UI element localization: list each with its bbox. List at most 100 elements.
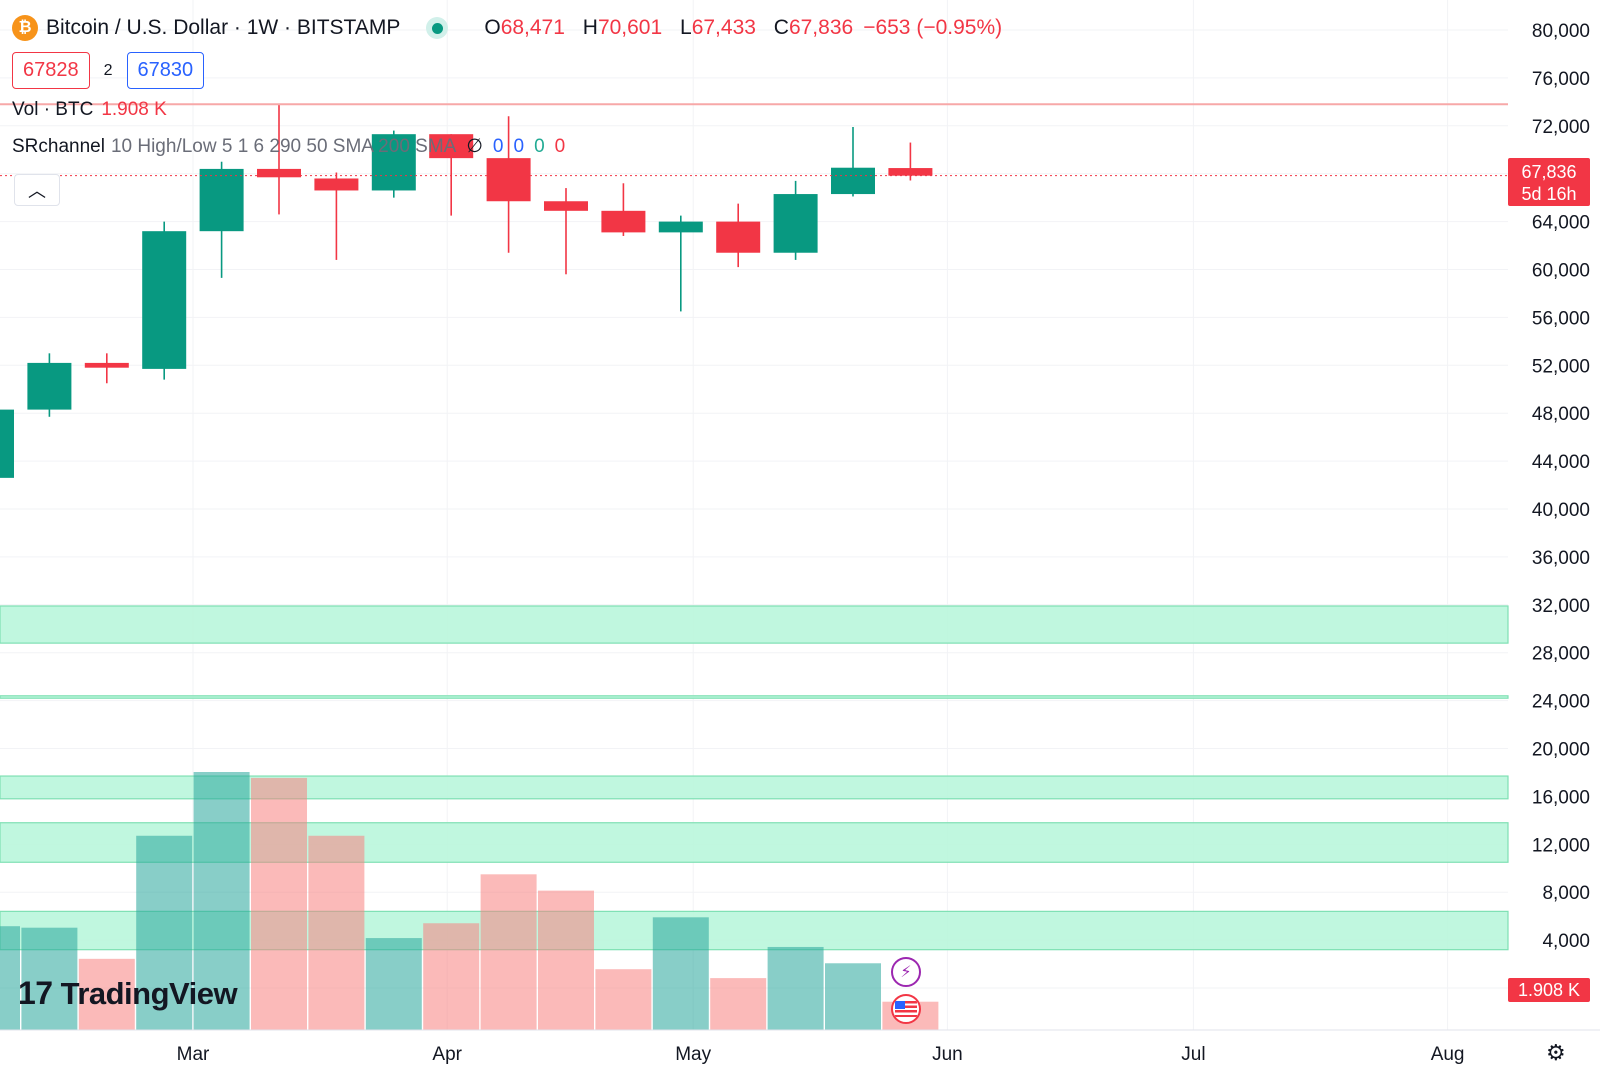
y-tick-label: 40,000 xyxy=(1532,500,1590,521)
x-tick-label: Mar xyxy=(177,1044,210,1065)
x-tick-label: Apr xyxy=(432,1044,462,1065)
sell-button[interactable]: 67828 xyxy=(12,52,90,89)
candle-body xyxy=(0,409,14,478)
volume-bar xyxy=(78,958,135,1030)
bid-ask-row: 67828 2 67830 xyxy=(12,52,1002,89)
bar-countdown: 5d 16h xyxy=(1521,184,1577,204)
y-tick-label: 52,000 xyxy=(1532,356,1590,377)
price-change: −653 (−0.95%) xyxy=(863,16,1003,39)
volume-bar xyxy=(767,946,824,1030)
last-price-label: 67,836 5d 16h xyxy=(1508,158,1590,206)
symbol-title[interactable]: Bitcoin / U.S. Dollar · 1W · BITSTAMP xyxy=(46,16,401,39)
bitcoin-icon: ₿ xyxy=(12,15,38,41)
sr-zones xyxy=(0,605,1509,951)
tradingview-logo[interactable]: 17 TradingView xyxy=(18,975,238,1012)
low-key: L xyxy=(680,16,692,39)
candle-body xyxy=(658,221,703,233)
srchannel-indicator-legend[interactable]: SRchannel 10 High/Low 5 1 6 290 50 SMA 20… xyxy=(12,135,1002,158)
volume-bar xyxy=(365,938,422,1030)
sr-zone xyxy=(0,695,1509,699)
volume-bar xyxy=(825,963,881,1030)
volume-bar xyxy=(710,978,767,1030)
candle-body xyxy=(486,158,531,202)
volume-indicator-legend[interactable]: Vol · BTC 1.908 K xyxy=(12,99,1002,121)
candlesticks xyxy=(0,104,933,478)
y-tick-label: 8,000 xyxy=(1542,883,1590,904)
candle-body xyxy=(257,168,301,178)
y-tick-label: 24,000 xyxy=(1532,692,1590,713)
srchannel-value-1: 0 xyxy=(492,136,504,157)
y-tick-label: 76,000 xyxy=(1532,69,1590,90)
volume-bar xyxy=(423,923,480,1030)
y-tick-label: 44,000 xyxy=(1532,452,1590,473)
srchannel-value-3: 0 xyxy=(534,136,545,157)
open-key: O xyxy=(484,16,501,39)
market-status-icon[interactable] xyxy=(426,17,449,39)
y-tick-label: 16,000 xyxy=(1532,787,1590,808)
tradingview-mark-icon: 17 xyxy=(18,975,53,1011)
low-value: 67,433 xyxy=(691,16,756,39)
volume-bar xyxy=(136,835,193,1030)
srchannel-params: 10 High/Low 5 1 6 290 50 SMA 200 SMA xyxy=(110,136,457,157)
chart-overlays xyxy=(0,103,1508,177)
candle-body xyxy=(84,362,129,368)
y-tick-label: 36,000 xyxy=(1532,548,1590,569)
sr-zone xyxy=(0,605,1509,644)
srchannel-value-null: ∅ xyxy=(466,136,483,157)
candle-body xyxy=(773,194,818,253)
close-value: 67,836 xyxy=(788,16,854,39)
candle-body xyxy=(831,167,875,195)
last-price-value: 67,836 xyxy=(1521,162,1577,182)
y-tick-label: 48,000 xyxy=(1532,404,1590,425)
candle-body xyxy=(716,221,761,253)
y-tick-label: 12,000 xyxy=(1532,835,1590,856)
chart-legend: ₿ Bitcoin / U.S. Dollar · 1W · BITSTAMP … xyxy=(12,12,1002,158)
chevron-up-icon: ︿ xyxy=(28,181,46,201)
y-tick-label: 64,000 xyxy=(1532,213,1590,234)
x-tick-label: May xyxy=(675,1044,711,1065)
candle-body xyxy=(371,134,416,191)
open-value: 68,471 xyxy=(500,16,565,39)
buy-button[interactable]: 67830 xyxy=(126,52,205,89)
y-tick-label: 72,000 xyxy=(1532,117,1590,138)
candle-body xyxy=(888,168,933,176)
y-tick-label: 60,000 xyxy=(1532,261,1590,282)
volume-bar xyxy=(21,927,78,1030)
x-tick-label: Jul xyxy=(1181,1044,1205,1065)
volume-bars xyxy=(0,772,939,1030)
volume-bar xyxy=(538,890,594,1030)
us-flag-event-icon[interactable] xyxy=(891,994,921,1024)
time-axis: Mar Apr May Jun Jul Aug xyxy=(0,1029,1600,1065)
settings-gear-icon[interactable]: ⚙ xyxy=(1546,1040,1566,1065)
y-tick-label: 4,000 xyxy=(1542,931,1590,952)
volume-bar xyxy=(193,772,250,1030)
y-tick-label: 28,000 xyxy=(1532,644,1590,665)
candle-body xyxy=(27,362,72,410)
candle-body xyxy=(314,178,359,191)
y-tick-label: 80,000 xyxy=(1532,21,1590,42)
volume-axis-label: 1.908 K xyxy=(1508,978,1590,1002)
volume-label: Vol · BTC xyxy=(12,99,94,120)
y-tick-label: 20,000 xyxy=(1532,740,1590,761)
y-tick-label: 32,000 xyxy=(1532,596,1590,617)
lightning-event-icon[interactable]: ⚡ xyxy=(891,957,921,987)
high-key: H xyxy=(582,16,598,39)
spread-value: 2 xyxy=(103,61,113,79)
candle-body xyxy=(544,201,588,211)
volume-bar xyxy=(595,969,652,1030)
x-tick-label: Jun xyxy=(932,1044,963,1065)
high-value: 70,601 xyxy=(597,16,663,39)
volume-bar xyxy=(480,874,537,1030)
candle-body xyxy=(429,134,474,159)
volume-bar xyxy=(0,926,20,1030)
volume-value: 1.908 K xyxy=(101,99,167,120)
candle-body xyxy=(142,231,187,369)
collapse-legend-button[interactable]: ︿ xyxy=(14,174,60,206)
tradingview-wordmark: TradingView xyxy=(60,975,238,1011)
symbol-row[interactable]: ₿ Bitcoin / U.S. Dollar · 1W · BITSTAMP … xyxy=(12,12,1002,44)
volume-bar xyxy=(308,835,365,1030)
candle-body xyxy=(199,168,244,232)
volume-bar xyxy=(652,917,709,1030)
srchannel-value-2: 0 xyxy=(513,136,525,157)
